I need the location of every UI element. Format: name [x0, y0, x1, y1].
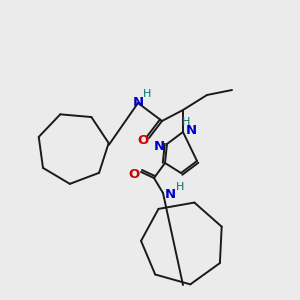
Text: N: N: [164, 188, 175, 202]
Text: H: H: [182, 117, 190, 127]
Text: H: H: [176, 182, 184, 192]
Text: O: O: [137, 134, 148, 146]
Text: N: N: [185, 124, 197, 136]
Text: N: N: [153, 140, 165, 154]
Text: N: N: [132, 97, 144, 110]
Text: H: H: [143, 89, 151, 99]
Text: O: O: [128, 167, 140, 181]
